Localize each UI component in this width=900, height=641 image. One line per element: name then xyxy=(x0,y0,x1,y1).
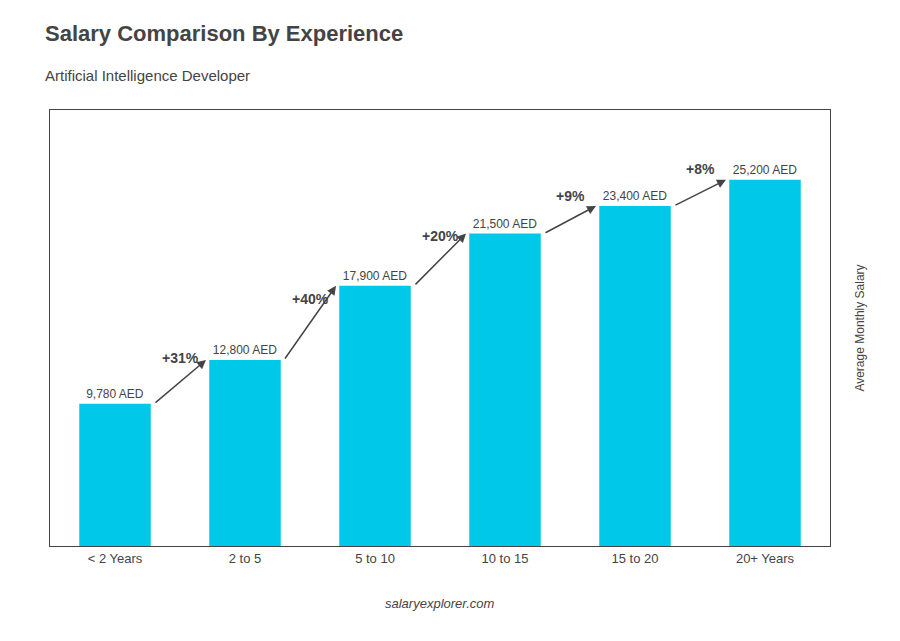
svg-text:salaryexplorer.com: salaryexplorer.com xyxy=(385,596,495,611)
svg-text:+31%: +31% xyxy=(162,350,199,366)
svg-text:2 to 5: 2 to 5 xyxy=(229,551,262,566)
svg-text:+20%: +20% xyxy=(422,228,459,244)
svg-text:12,800 AED: 12,800 AED xyxy=(213,343,277,357)
svg-text:Artificial Intelligence Develo: Artificial Intelligence Developer xyxy=(45,67,250,84)
svg-text:< 2 Years: < 2 Years xyxy=(88,551,143,566)
svg-text:15 to 20: 15 to 20 xyxy=(612,551,659,566)
svg-text:Average Monthly Salary: Average Monthly Salary xyxy=(853,264,867,391)
svg-text:21,500 AED: 21,500 AED xyxy=(473,217,537,231)
svg-text:17,900 AED: 17,900 AED xyxy=(343,269,407,283)
svg-text:+9%: +9% xyxy=(556,188,585,204)
svg-text:23,400 AED: 23,400 AED xyxy=(603,189,667,203)
svg-text:5 to 10: 5 to 10 xyxy=(355,551,395,566)
svg-text:+40%: +40% xyxy=(292,291,329,307)
svg-text:20+ Years: 20+ Years xyxy=(736,551,795,566)
svg-text:Salary Comparison By Experienc: Salary Comparison By Experience xyxy=(45,21,403,46)
svg-text:9,780 AED: 9,780 AED xyxy=(86,387,144,401)
svg-text:10 to 15: 10 to 15 xyxy=(482,551,529,566)
svg-text:25,200 AED: 25,200 AED xyxy=(733,163,797,177)
svg-text:+8%: +8% xyxy=(686,161,715,177)
